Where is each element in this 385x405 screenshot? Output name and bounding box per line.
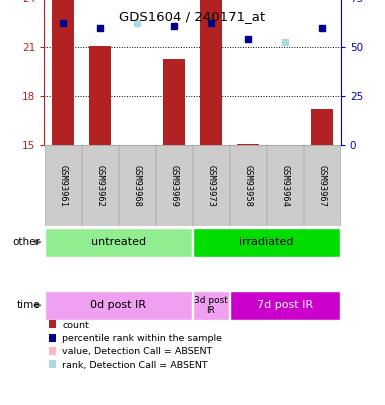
Bar	[267, 145, 303, 226]
Bar	[311, 109, 333, 145]
Text: GSM93973: GSM93973	[206, 165, 216, 207]
Bar	[163, 59, 185, 145]
Text: time: time	[17, 301, 40, 310]
Text: percentile rank within the sample: percentile rank within the sample	[62, 334, 223, 343]
Bar	[45, 291, 192, 320]
Bar	[82, 145, 118, 226]
Text: GSM93961: GSM93961	[58, 165, 67, 207]
Bar	[230, 291, 340, 320]
Bar	[119, 145, 155, 226]
Text: irradiated: irradiated	[239, 237, 294, 247]
Text: GSM93969: GSM93969	[169, 165, 179, 207]
Bar	[45, 228, 192, 257]
Text: 3d post
IR: 3d post IR	[194, 296, 228, 315]
Bar	[193, 291, 229, 320]
Bar	[45, 145, 81, 226]
Text: 0d post IR: 0d post IR	[90, 301, 146, 310]
Bar	[193, 228, 340, 257]
Text: GDS1604 / 240171_at: GDS1604 / 240171_at	[119, 10, 266, 23]
Bar	[200, 0, 222, 145]
Text: GSM93968: GSM93968	[132, 165, 141, 207]
Text: GSM93958: GSM93958	[244, 165, 253, 207]
Bar	[52, 0, 74, 145]
Bar	[237, 144, 259, 145]
Text: untreated: untreated	[91, 237, 146, 247]
Bar	[193, 145, 229, 226]
Text: other: other	[13, 237, 40, 247]
Bar	[89, 45, 111, 145]
Text: GSM93964: GSM93964	[281, 165, 290, 207]
Bar	[156, 145, 192, 226]
Text: GSM93967: GSM93967	[318, 165, 327, 207]
Text: 7d post IR: 7d post IR	[257, 301, 313, 310]
Text: GSM93962: GSM93962	[95, 165, 104, 207]
Text: count: count	[62, 321, 89, 330]
Bar	[230, 145, 266, 226]
Text: rank, Detection Call = ABSENT: rank, Detection Call = ABSENT	[62, 361, 208, 370]
Text: value, Detection Call = ABSENT: value, Detection Call = ABSENT	[62, 347, 213, 356]
Bar	[304, 145, 340, 226]
